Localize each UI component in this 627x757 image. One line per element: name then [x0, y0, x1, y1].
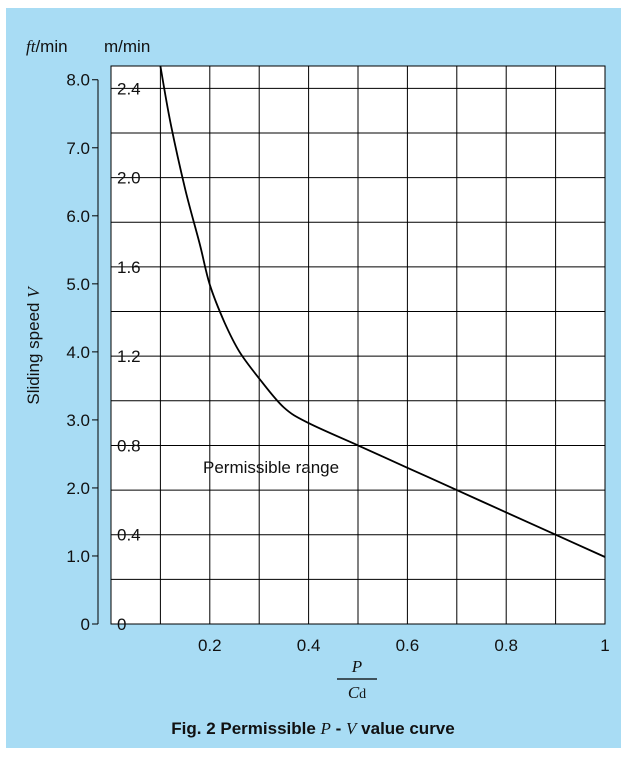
x-tick-label: 0.8 — [494, 636, 518, 655]
series-group — [159, 65, 606, 558]
y-tick-label-ft: 6.0 — [66, 207, 90, 226]
y-tick-label-m: 1.6 — [117, 258, 141, 277]
x-axis-label: P Cd — [337, 657, 377, 702]
y-tick-label-ft: 4.0 — [66, 343, 90, 362]
unit-label-m: m/min — [104, 37, 150, 56]
y-tick-label-m: 2.0 — [117, 169, 141, 188]
y-tick-label-ft: 1.0 — [66, 547, 90, 566]
x-tick-labels: 0.2 0.4 0.6 0.8 1 — [198, 636, 610, 655]
y-tick-label-m: 1.2 — [117, 347, 141, 366]
figure-caption: Fig. 2 Permissible P - V value curve — [171, 719, 454, 738]
y-tick-labels-m: 0 0.4 0.8 1.2 1.6 2.0 2.4 — [117, 79, 141, 634]
y-tick-label-ft: 0 — [81, 615, 90, 634]
y-tick-label-m: 0.4 — [117, 526, 141, 545]
x-label-numerator: P — [351, 657, 362, 676]
grid-lines — [111, 66, 606, 624]
unit-label-ft: ft/min — [26, 37, 68, 56]
x-label-denominator: Cd — [348, 683, 366, 702]
pv-chart: 0 1.0 2.0 3.0 4.0 5.0 6.0 7.0 8.0 0 0.4 0.8 1.2 1.6 2… — [24, 37, 610, 738]
y-tick-label-ft: 2.0 — [66, 479, 90, 498]
y-tick-label-ft: 8.0 — [66, 71, 90, 90]
ft-axis: 0 1.0 2.0 3.0 4.0 5.0 6.0 7.0 8.0 — [66, 71, 99, 634]
permissible-range-annotation: Permissible range — [203, 458, 339, 477]
y-tick-label-m: 0 — [117, 615, 126, 634]
y-tick-label-ft: 7.0 — [66, 139, 90, 158]
y-tick-label-m: 0.8 — [117, 436, 141, 455]
x-tick-label: 0.6 — [396, 636, 420, 655]
y-axis-title: Sliding speed V — [24, 285, 43, 405]
y-tick-label-ft: 3.0 — [66, 411, 90, 430]
pv-curve-line — [159, 65, 606, 558]
x-tick-label: 0.2 — [198, 636, 222, 655]
x-tick-label: 0.4 — [297, 636, 321, 655]
y-tick-label-m: 2.4 — [117, 79, 141, 98]
y-tick-label-ft: 5.0 — [66, 275, 90, 294]
x-tick-label: 1 — [600, 636, 609, 655]
figure-panel: 0 1.0 2.0 3.0 4.0 5.0 6.0 7.0 8.0 0 0.4 0.8 1.2 1.6 2… — [6, 8, 621, 748]
